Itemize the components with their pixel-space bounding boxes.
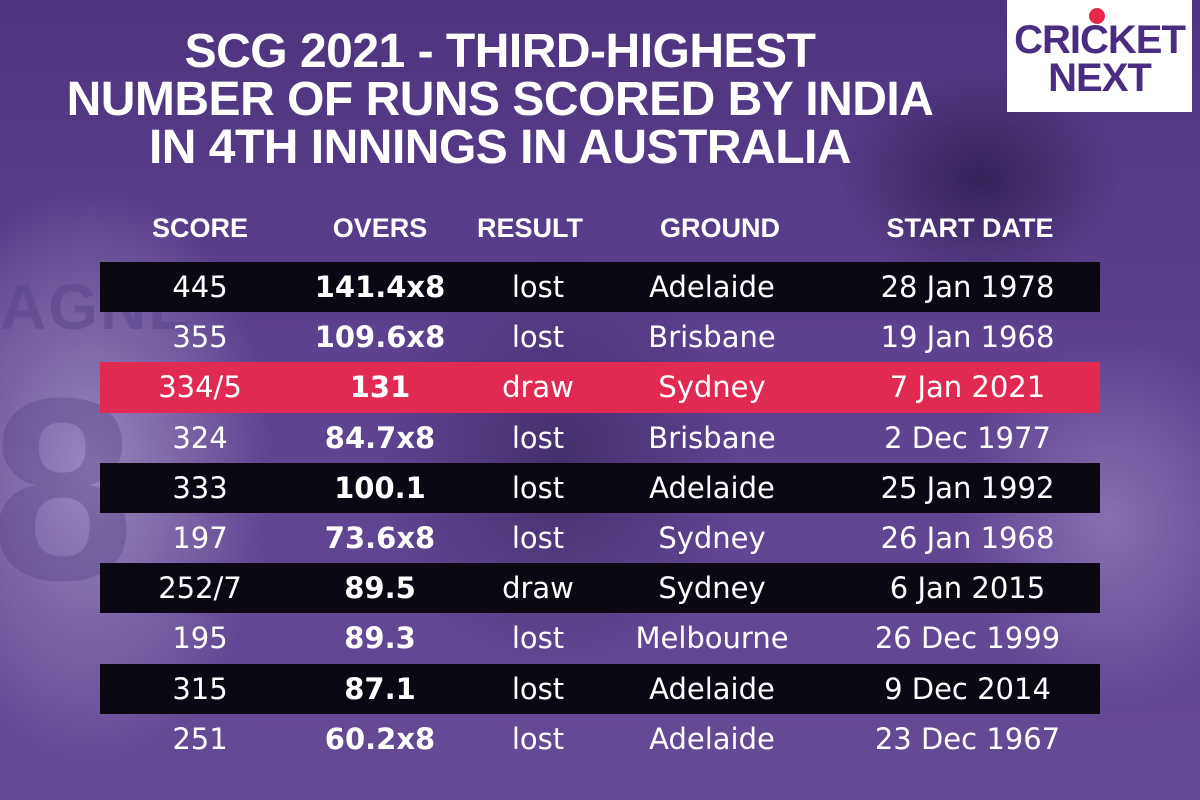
cricketnext-logo: CRICKET NEXT bbox=[1007, 0, 1192, 112]
cell-start-date: 6 Jan 2015 bbox=[889, 571, 1046, 606]
cell-overs: 60.2x8 bbox=[324, 721, 436, 756]
cell-score: 324 bbox=[172, 420, 228, 455]
cell-score: 355 bbox=[172, 320, 228, 355]
cell-ground: Sydney bbox=[658, 370, 766, 405]
cell-overs: 100.1 bbox=[334, 470, 426, 505]
cricket-ball-icon bbox=[1089, 8, 1105, 24]
cell-overs: 73.6x8 bbox=[324, 520, 436, 555]
cell-score: 197 bbox=[172, 520, 228, 555]
title-line: IN 4TH INNINGS IN AUSTRALIA bbox=[148, 121, 852, 174]
scores-table: 445 141.4x8 lost Adelaide 28 Jan 1978 355 109.… bbox=[100, 262, 1100, 764]
cell-result: lost bbox=[511, 520, 565, 555]
cell-result: lost bbox=[511, 621, 565, 656]
cell-overs: 84.7x8 bbox=[324, 420, 436, 455]
cell-result: draw bbox=[502, 370, 574, 405]
title-line: NUMBER OF RUNS SCORED BY INDIA bbox=[66, 73, 934, 126]
cell-start-date: 7 Jan 2021 bbox=[889, 370, 1046, 405]
cell-result: lost bbox=[511, 420, 565, 455]
table-header: SCORE OVERS RESULT GROUND START DATE bbox=[0, 210, 1200, 246]
cell-result: draw bbox=[502, 571, 574, 606]
table-row: 324 84.7x8 lost Brisbane 2 Dec 1977 bbox=[100, 413, 1100, 463]
cell-score: 195 bbox=[172, 621, 228, 656]
cell-overs: 89.5 bbox=[344, 571, 416, 606]
cell-start-date: 2 Dec 1977 bbox=[884, 420, 1051, 455]
column-header-result: RESULT bbox=[477, 213, 583, 243]
cell-overs: 131 bbox=[349, 370, 411, 405]
cell-overs: 87.1 bbox=[344, 671, 416, 706]
cell-start-date: 28 Jan 1978 bbox=[880, 270, 1055, 304]
cell-ground: Adelaide bbox=[649, 721, 775, 756]
cell-start-date: 26 Jan 1968 bbox=[880, 520, 1055, 555]
table-row: 195 89.3 lost Melbourne 26 Dec 1999 bbox=[100, 613, 1100, 663]
cell-ground: Adelaide bbox=[649, 671, 775, 706]
cell-result: lost bbox=[511, 320, 565, 355]
logo-line: NEXT bbox=[1048, 56, 1152, 100]
table-row: 355 109.6x8 lost Brisbane 19 Jan 1968 bbox=[100, 312, 1100, 362]
column-header-score: SCORE bbox=[151, 213, 249, 243]
cell-ground: Sydney bbox=[658, 571, 766, 606]
cell-start-date: 19 Jan 1968 bbox=[880, 320, 1055, 355]
cell-overs: 141.4x8 bbox=[314, 270, 446, 304]
cell-start-date: 9 Dec 2014 bbox=[884, 671, 1051, 706]
cell-overs: 109.6x8 bbox=[314, 320, 446, 355]
cell-ground: Melbourne bbox=[635, 621, 789, 656]
cell-start-date: 25 Jan 1992 bbox=[880, 470, 1055, 505]
cell-score: 252/7 bbox=[158, 571, 242, 606]
table-row: 445 141.4x8 lost Adelaide 28 Jan 1978 bbox=[100, 262, 1100, 313]
cell-score: 315 bbox=[172, 671, 228, 706]
cell-start-date: 26 Dec 1999 bbox=[874, 621, 1061, 656]
cell-ground: Adelaide bbox=[649, 470, 775, 505]
column-header-start-date: START DATE bbox=[886, 213, 1054, 243]
cell-result: lost bbox=[511, 470, 565, 505]
column-header-ground: GROUND bbox=[660, 213, 780, 243]
title-line: SCG 2021 - THIRD-HIGHEST bbox=[184, 25, 816, 78]
cell-ground: Sydney bbox=[658, 520, 766, 555]
logo-line: CRICKET bbox=[1014, 18, 1186, 62]
cell-overs: 89.3 bbox=[344, 621, 416, 656]
table-row: 252/7 89.5 draw Sydney 6 Jan 2015 bbox=[100, 563, 1100, 614]
cell-ground: Adelaide bbox=[649, 270, 775, 304]
cell-ground: Brisbane bbox=[648, 420, 776, 455]
table-row: 333 100.1 lost Adelaide 25 Jan 1992 bbox=[100, 462, 1100, 513]
table-row-highlighted: 334/5 131 draw Sydney 7 Jan 2021 bbox=[100, 362, 1100, 413]
cell-start-date: 23 Dec 1967 bbox=[874, 721, 1061, 756]
cell-score: 445 bbox=[172, 270, 228, 304]
cell-score: 333 bbox=[172, 470, 228, 505]
cell-score: 334/5 bbox=[158, 370, 242, 405]
column-header-overs: OVERS bbox=[332, 213, 428, 243]
page-title: SCG 2021 - THIRD-HIGHEST NUMBER OF RUNS … bbox=[0, 28, 1000, 172]
table-row: 251 60.2x8 lost Adelaide 23 Dec 1967 bbox=[100, 714, 1100, 764]
cell-score: 251 bbox=[172, 721, 228, 756]
cell-ground: Brisbane bbox=[648, 320, 776, 355]
table-row: 315 87.1 lost Adelaide 9 Dec 2014 bbox=[100, 663, 1100, 714]
cell-result: lost bbox=[511, 270, 565, 304]
cell-result: lost bbox=[511, 721, 565, 756]
table-row: 197 73.6x8 lost Sydney 26 Jan 1968 bbox=[100, 513, 1100, 563]
cell-result: lost bbox=[511, 671, 565, 706]
